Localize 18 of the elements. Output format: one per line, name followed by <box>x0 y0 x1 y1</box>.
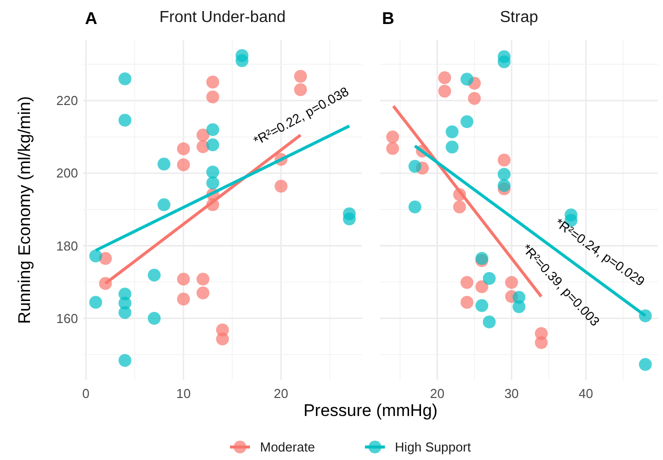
x-tick-label: 10 <box>176 386 191 401</box>
x-axis-title: Pressure (mmHg) <box>303 401 438 420</box>
x-tick-label: 0 <box>82 386 90 401</box>
legend-label: Moderate <box>260 440 315 455</box>
y-tick-label: 180 <box>56 238 78 254</box>
y-axis-title: Running Economy (ml/kg/min) <box>15 96 34 324</box>
chart-title: Front Under-band <box>159 9 286 26</box>
text: A <box>85 9 98 28</box>
legend-label: High Support <box>394 440 472 455</box>
x-tick-label: 40 <box>578 386 594 401</box>
y-tick-label: 160 <box>56 310 78 326</box>
x-tick-label: 20 <box>430 386 444 401</box>
x-tick-label: 30 <box>504 386 519 401</box>
y-tick-label: 200 <box>56 166 78 181</box>
chart-title: Strap <box>500 9 538 26</box>
x-tick-label: 20 <box>274 386 288 401</box>
text: B <box>382 9 394 28</box>
y-tick-label: 220 <box>56 93 78 108</box>
